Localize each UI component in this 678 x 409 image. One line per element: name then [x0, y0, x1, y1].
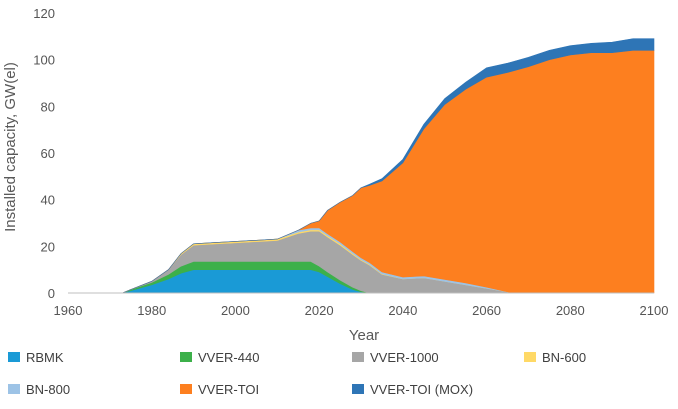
x-tick-label: 2040 [388, 303, 417, 318]
x-tick-label: 1980 [137, 303, 166, 318]
legend-label: VVER-TOI [198, 382, 259, 397]
area-vver-toi [68, 50, 655, 294]
x-tick-label: 2100 [640, 303, 669, 318]
legend: RBMK VVER-440 VVER-1000 BN-600 BN-800 VVER-TO… [8, 350, 586, 397]
legend-item-rbmk: RBMK [8, 350, 64, 365]
y-tick-label: 0 [48, 286, 55, 301]
legend-swatch [8, 384, 20, 394]
x-tick-label: 2080 [556, 303, 585, 318]
x-tick-label: 1960 [54, 303, 83, 318]
legend-swatch [352, 384, 364, 394]
y-tick-label: 100 [33, 53, 55, 68]
legend-label: BN-600 [542, 350, 586, 365]
legend-item-vver-toi-mox: VVER-TOI (MOX) [352, 382, 473, 397]
y-tick-label: 120 [33, 6, 55, 21]
legend-label: VVER-440 [198, 350, 259, 365]
x-axis-title: Year [349, 327, 379, 344]
plot-area [68, 38, 655, 294]
legend-item-vver-440: VVER-440 [180, 350, 259, 365]
legend-item-vver-toi: VVER-TOI [180, 382, 259, 397]
x-tick-label: 2060 [472, 303, 501, 318]
legend-item-bn-600: BN-600 [524, 350, 586, 365]
legend-swatch [524, 352, 536, 362]
y-tick-label: 60 [41, 146, 55, 161]
legend-swatch [180, 352, 192, 362]
legend-label: BN-800 [26, 382, 70, 397]
legend-label: VVER-1000 [370, 350, 439, 365]
area-vver-toi-mox [68, 38, 655, 294]
legend-item-bn-800: BN-800 [8, 382, 70, 397]
legend-swatch [352, 352, 364, 362]
y-tick-label: 40 [41, 193, 55, 208]
x-tick-label: 2000 [221, 303, 250, 318]
legend-label: RBMK [26, 350, 64, 365]
y-tick-label: 20 [41, 239, 55, 254]
legend-label: VVER-TOI (MOX) [370, 382, 473, 397]
legend-swatch [8, 352, 20, 362]
y-axis-title: Installed capacity, GW(el) [2, 62, 19, 232]
y-tick-label: 80 [41, 99, 55, 114]
legend-item-vver-1000: VVER-1000 [352, 350, 439, 365]
x-tick-label: 2020 [305, 303, 334, 318]
legend-swatch [180, 384, 192, 394]
